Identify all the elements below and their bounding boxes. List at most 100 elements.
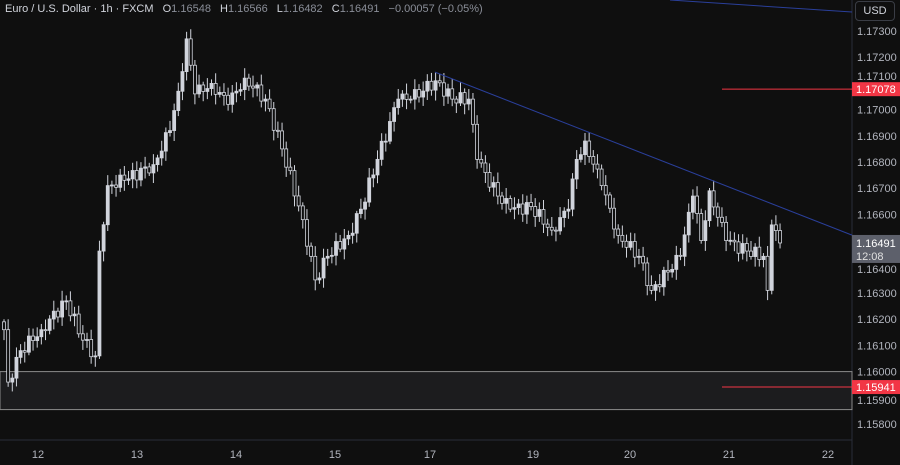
candle-body <box>421 90 426 98</box>
candle-body <box>180 71 185 92</box>
candle-body <box>213 83 218 95</box>
candle-body <box>429 80 434 91</box>
candle-body <box>375 158 380 176</box>
resistance-price-tag <box>852 82 900 97</box>
candle-body <box>342 238 347 250</box>
time-tick-label: 21 <box>723 449 735 461</box>
candle-body <box>105 185 110 226</box>
candle-body <box>143 166 148 169</box>
candle-body <box>114 184 118 188</box>
candle-body <box>176 90 181 111</box>
candle-body <box>234 90 239 94</box>
candle-body <box>620 234 625 242</box>
candle-body <box>172 110 177 131</box>
symbol-title[interactable]: Euro / U.S. Dollar · 1h · FXCM <box>5 3 154 15</box>
candle-body <box>134 170 139 181</box>
candle-body <box>554 229 558 232</box>
candle-body <box>139 167 143 181</box>
candle-body <box>703 220 708 241</box>
candle-body <box>765 255 770 291</box>
price-tick-label: 1.17200 <box>857 52 897 64</box>
candle-body <box>578 154 583 160</box>
candle-body <box>363 201 367 210</box>
candle-body <box>720 216 724 223</box>
candle-body <box>226 94 231 105</box>
candle-body <box>329 254 334 257</box>
candle-body <box>749 250 753 257</box>
candle-body <box>97 250 102 357</box>
time-tick-label: 22 <box>822 449 834 461</box>
candle-body <box>595 163 600 170</box>
high-label: H <box>220 3 228 15</box>
candle-body <box>284 148 289 168</box>
price-tick-label: 1.15800 <box>857 419 897 431</box>
price-tick-label: 1.16800 <box>857 157 897 169</box>
currency-button[interactable]: USD <box>855 1 895 21</box>
candle-body <box>583 140 587 156</box>
candle-body <box>367 177 372 203</box>
candle-body <box>80 333 85 341</box>
candle-body <box>417 89 421 98</box>
candle-body <box>358 208 363 214</box>
candle-body <box>512 207 517 210</box>
candle-body <box>14 356 19 379</box>
time-tick-label: 19 <box>527 449 539 461</box>
candle-body <box>711 190 716 208</box>
candle-body <box>649 285 654 291</box>
candle-body <box>441 82 446 97</box>
candle-body <box>130 170 135 180</box>
time-tick-label: 15 <box>329 449 341 461</box>
candle-body <box>230 92 235 105</box>
candle-body <box>396 98 401 109</box>
candle-body <box>388 121 392 142</box>
candle-body <box>587 140 592 157</box>
price-tick-label: 1.17300 <box>857 26 897 38</box>
candle-body <box>529 202 533 207</box>
candle-body <box>76 313 81 335</box>
candle-body <box>383 140 388 143</box>
candle-body <box>22 350 27 353</box>
candle-body <box>263 98 268 102</box>
candle-body <box>645 262 650 286</box>
close-value: 1.16491 <box>339 3 380 15</box>
candle-body <box>188 38 193 66</box>
candle-body <box>163 132 168 152</box>
price-tick-label: 1.16600 <box>857 209 897 221</box>
candle-body <box>238 89 243 92</box>
candle-body <box>354 213 359 234</box>
price-tick-label: 1.17000 <box>857 105 897 117</box>
price-tick-label: 1.16100 <box>857 340 897 352</box>
time-tick-label: 20 <box>624 449 636 461</box>
candle-body <box>280 130 284 150</box>
candle-body <box>769 224 774 291</box>
candle-body <box>666 269 670 273</box>
high-value: 1.16566 <box>227 3 268 15</box>
candle-body <box>392 107 397 122</box>
price-tick-label: 1.16400 <box>857 264 897 276</box>
candle-body <box>292 170 297 197</box>
candle-body <box>437 80 442 84</box>
candle-body <box>35 336 40 341</box>
price-tick-label: 1.15900 <box>857 395 897 407</box>
candle-body <box>197 84 201 95</box>
candle-body <box>471 98 475 125</box>
candle-body <box>724 221 728 241</box>
candle-body <box>520 203 525 215</box>
candle-body <box>616 228 621 236</box>
candle-body <box>736 241 741 254</box>
time-tick-label: 17 <box>424 449 436 461</box>
candle-body <box>549 226 554 231</box>
candle-body <box>591 156 596 165</box>
support-price-label: 1.15941 <box>856 382 896 394</box>
candle-body <box>653 284 658 291</box>
candle-body <box>305 219 309 247</box>
candle-body <box>271 108 276 131</box>
candle-body <box>288 166 293 172</box>
candle-body <box>466 98 471 105</box>
candle-body <box>47 318 52 331</box>
candle-body <box>6 329 11 383</box>
candle-body <box>26 335 31 353</box>
candle-body <box>192 64 197 95</box>
candle-body <box>570 178 575 210</box>
